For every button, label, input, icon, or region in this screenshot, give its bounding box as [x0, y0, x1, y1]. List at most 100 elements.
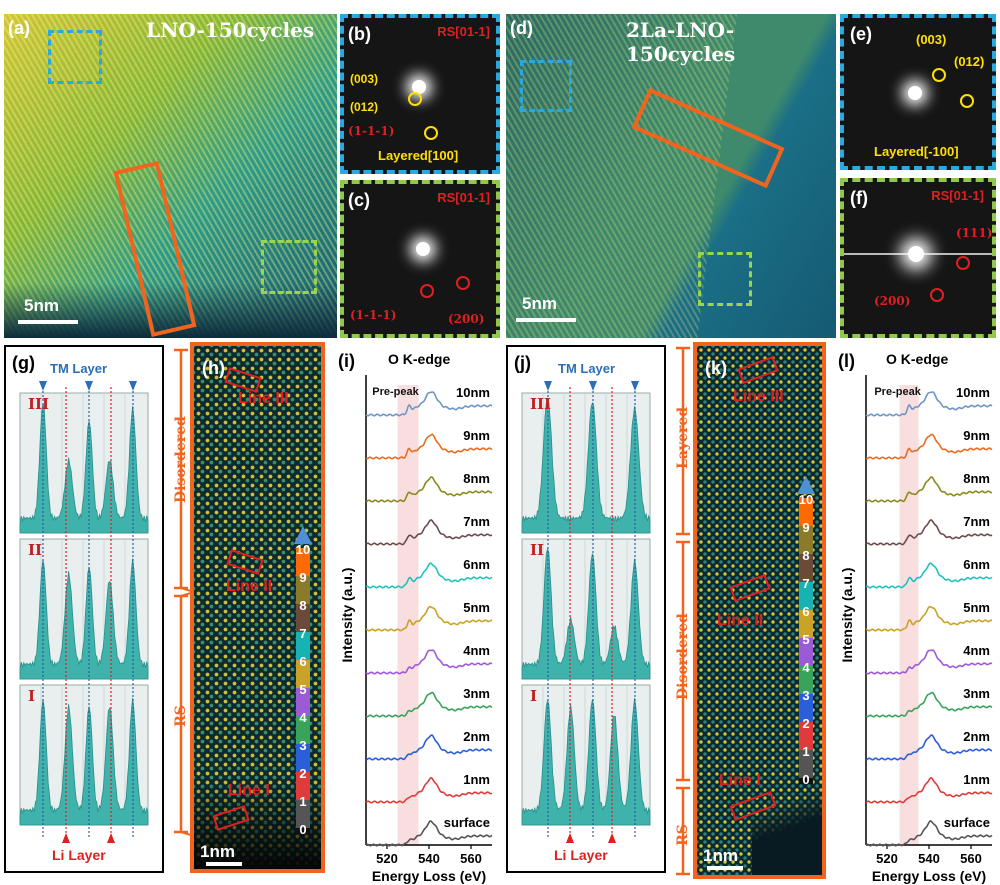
- colorbar-tick: 9: [299, 570, 306, 585]
- profile-trace: [19, 698, 149, 826]
- colorbar-tick: 1: [299, 794, 306, 809]
- panel-label-a: (a): [8, 18, 30, 38]
- colorbar-tick: 7: [299, 626, 306, 641]
- spot-012-e: (012): [954, 54, 985, 69]
- series-label: 10nm: [456, 385, 490, 400]
- colorbar-segment: [296, 632, 310, 660]
- colorbar-segment: [799, 694, 813, 722]
- panel-k-image: (k) Line III Line II Line I 1nm 10 9 8 7 6 5 4…: [693, 342, 826, 879]
- x-axis-label: Energy Loss (eV): [872, 868, 986, 884]
- panel-label-h: (h): [202, 358, 225, 378]
- series-label: surface: [944, 815, 990, 830]
- tm-layer-label-j: TM Layer: [558, 361, 616, 376]
- colorbar-base: [799, 778, 813, 784]
- zone-bottom-b: Layered[100]: [378, 148, 459, 163]
- line-III-label-h: Line III: [238, 390, 289, 407]
- y-axis-label: Intensity (a.u.): [839, 568, 855, 663]
- scale-text-k: 1nm: [703, 846, 738, 865]
- tm-arrow: [544, 381, 552, 391]
- profile-trace: [521, 401, 651, 534]
- series-label: 8nm: [963, 471, 990, 486]
- panel-label-f: (f): [850, 188, 868, 208]
- colorbar-segment: [296, 576, 310, 604]
- colorbar-segment: [296, 744, 310, 772]
- spot-003-e: (003): [916, 32, 947, 47]
- series-label: 2nm: [463, 729, 490, 744]
- colorbar-segment: [799, 750, 813, 778]
- spectrum-7nm: [865, 518, 993, 546]
- colorbar-segment: [296, 548, 310, 576]
- line-II-label-h: Line II: [226, 578, 273, 595]
- series-label: 9nm: [963, 428, 990, 443]
- spectrum-3nm: [865, 691, 993, 718]
- series-label: 2nm: [963, 729, 990, 744]
- colorbar-segment: [799, 638, 813, 666]
- colorbar-tick: 7: [802, 576, 809, 591]
- region-brackets-k: [676, 346, 690, 876]
- colorbar-segment: [799, 526, 813, 554]
- spot-012-b: (012): [350, 100, 379, 114]
- zone-bottom-e: Layered[-100]: [874, 144, 959, 159]
- ring-012-e: [960, 94, 974, 108]
- x-tick-label: 520: [376, 851, 398, 866]
- image-title-a: LNO-150cycles: [146, 18, 315, 42]
- spectrum-6nm: [365, 562, 493, 589]
- line-I-tag-j: I: [530, 687, 538, 705]
- profile-trace: [19, 558, 149, 680]
- colorbar-segment: [799, 666, 813, 694]
- colorbar-segment: [296, 716, 310, 744]
- region-disordered-h: Disordered: [173, 416, 189, 503]
- colorbar-segment: [799, 498, 813, 526]
- series-label: 1nm: [963, 772, 990, 787]
- li-arrow: [62, 833, 70, 843]
- panel-l-eels: Pre-peak 520 540 560 Energy Loss (eV) Intensi…: [832, 345, 998, 885]
- colorbar-tick: 8: [802, 548, 809, 563]
- spectrum-10nm: [865, 391, 993, 417]
- panel-c-fft: (c) RS[01-1] (1-1-1) (200): [340, 180, 500, 338]
- colorbar-segment: [296, 688, 310, 716]
- colorbar-base: [296, 828, 310, 834]
- series-label: 9nm: [463, 428, 490, 443]
- spectrum-8nm: [865, 476, 992, 503]
- blue-roi-box: [48, 30, 102, 84]
- panel-i-eels: Pre-peak 520 540 560 Energy Loss (eV) Intensi…: [332, 345, 498, 885]
- colorbar-arrow: [294, 526, 312, 544]
- series-label: 3nm: [963, 686, 990, 701]
- prepeak-band: [397, 385, 419, 845]
- series-label: 1nm: [463, 772, 490, 787]
- x-tick-label: 540: [418, 851, 440, 866]
- profile-trace: [521, 698, 651, 826]
- panel-label-k: (k): [705, 358, 727, 378]
- tm-layer-label-g: TM Layer: [50, 361, 108, 376]
- panel-label-c: (c): [348, 190, 370, 210]
- title-l: O K-edge: [886, 351, 949, 367]
- panel-label-j: (j): [514, 353, 531, 373]
- ring-012-b: [424, 126, 438, 140]
- title-i: O K-edge: [388, 351, 451, 367]
- colorbar-segment: [799, 610, 813, 638]
- line-I-label-k: Line I: [719, 772, 761, 789]
- spectrum-8nm: [365, 476, 492, 503]
- panel-f-fft: (f) RS[01-1] (111) (200): [840, 178, 996, 338]
- series-label: 7nm: [463, 514, 490, 529]
- prepeak-label: Pre-peak: [372, 386, 419, 398]
- panel-label-g: (g): [12, 353, 35, 373]
- li-arrow: [566, 833, 574, 843]
- panel-g-profiles: (g) TM Layer Li Layer III II I: [4, 345, 164, 873]
- colorbar-tick: 3: [802, 688, 809, 703]
- x-tick-label: 560: [460, 851, 482, 866]
- series-label: 3nm: [463, 686, 490, 701]
- tm-arrow: [39, 381, 47, 391]
- panel-label-b: (b): [348, 24, 371, 44]
- spectrum-3nm: [365, 691, 493, 718]
- spectrum-9nm: [865, 433, 993, 460]
- colorbar-segment: [799, 554, 813, 582]
- spot-1-1-1-c: (1-1-1): [350, 308, 397, 322]
- spectrum-4nm: [865, 649, 993, 675]
- line-II-tag-j: II: [530, 541, 545, 559]
- series-label: surface: [444, 815, 490, 830]
- colorbar-segment: [799, 722, 813, 750]
- colorbar-tick: 0: [299, 822, 306, 837]
- tm-arrow: [631, 381, 639, 391]
- colorbar-segment: [296, 660, 310, 688]
